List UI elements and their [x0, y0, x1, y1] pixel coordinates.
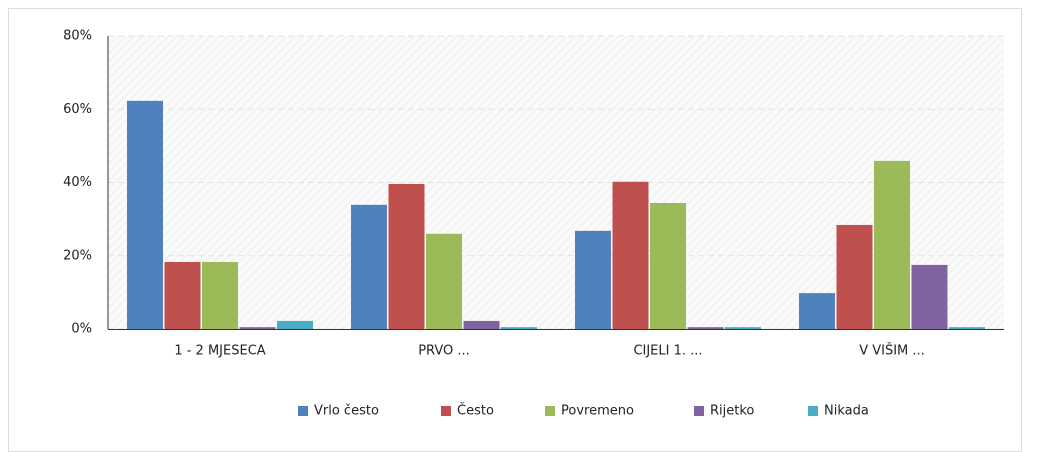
legend-swatch: [441, 406, 451, 416]
legend-swatch: [298, 406, 308, 416]
bar: [127, 100, 163, 329]
bar: [949, 327, 985, 329]
bar: [501, 327, 537, 329]
legend-label: Nikada: [824, 404, 869, 419]
bar: [426, 233, 462, 329]
legend-label: Vrlo često: [314, 404, 379, 419]
bar: [277, 320, 313, 329]
bar: [388, 183, 425, 329]
bar: [650, 203, 686, 329]
bar: [836, 224, 873, 329]
y-tick-label: 40%: [63, 175, 92, 190]
bar: [911, 264, 948, 329]
bar: [351, 204, 387, 329]
legend-swatch: [694, 406, 704, 416]
y-tick-label: 60%: [63, 102, 92, 117]
bar: [874, 160, 910, 329]
legend-label: Povremeno: [561, 404, 634, 419]
bar: [687, 327, 724, 329]
legend-label: Često: [457, 403, 494, 419]
bar: [239, 327, 276, 329]
legend-swatch: [808, 406, 818, 416]
y-tick-label: 80%: [63, 29, 92, 44]
legend-swatch: [545, 406, 555, 416]
y-tick-label: 20%: [63, 248, 92, 263]
bar: [202, 261, 238, 329]
y-tick-label: 0%: [71, 322, 92, 337]
x-tick-label: 1 - 2 MJESECA: [174, 344, 265, 359]
bar: [463, 320, 500, 329]
bar: [612, 181, 649, 329]
bar: [575, 230, 611, 329]
x-tick-label: CIJELI 1. ...: [633, 344, 702, 359]
x-tick-label: V VIŠIM ...: [859, 343, 925, 359]
bar: [799, 293, 835, 329]
bar: [725, 327, 761, 329]
bar: [164, 261, 201, 329]
x-tick-label: PRVO ...: [418, 344, 470, 359]
legend-label: Rijetko: [710, 404, 754, 419]
